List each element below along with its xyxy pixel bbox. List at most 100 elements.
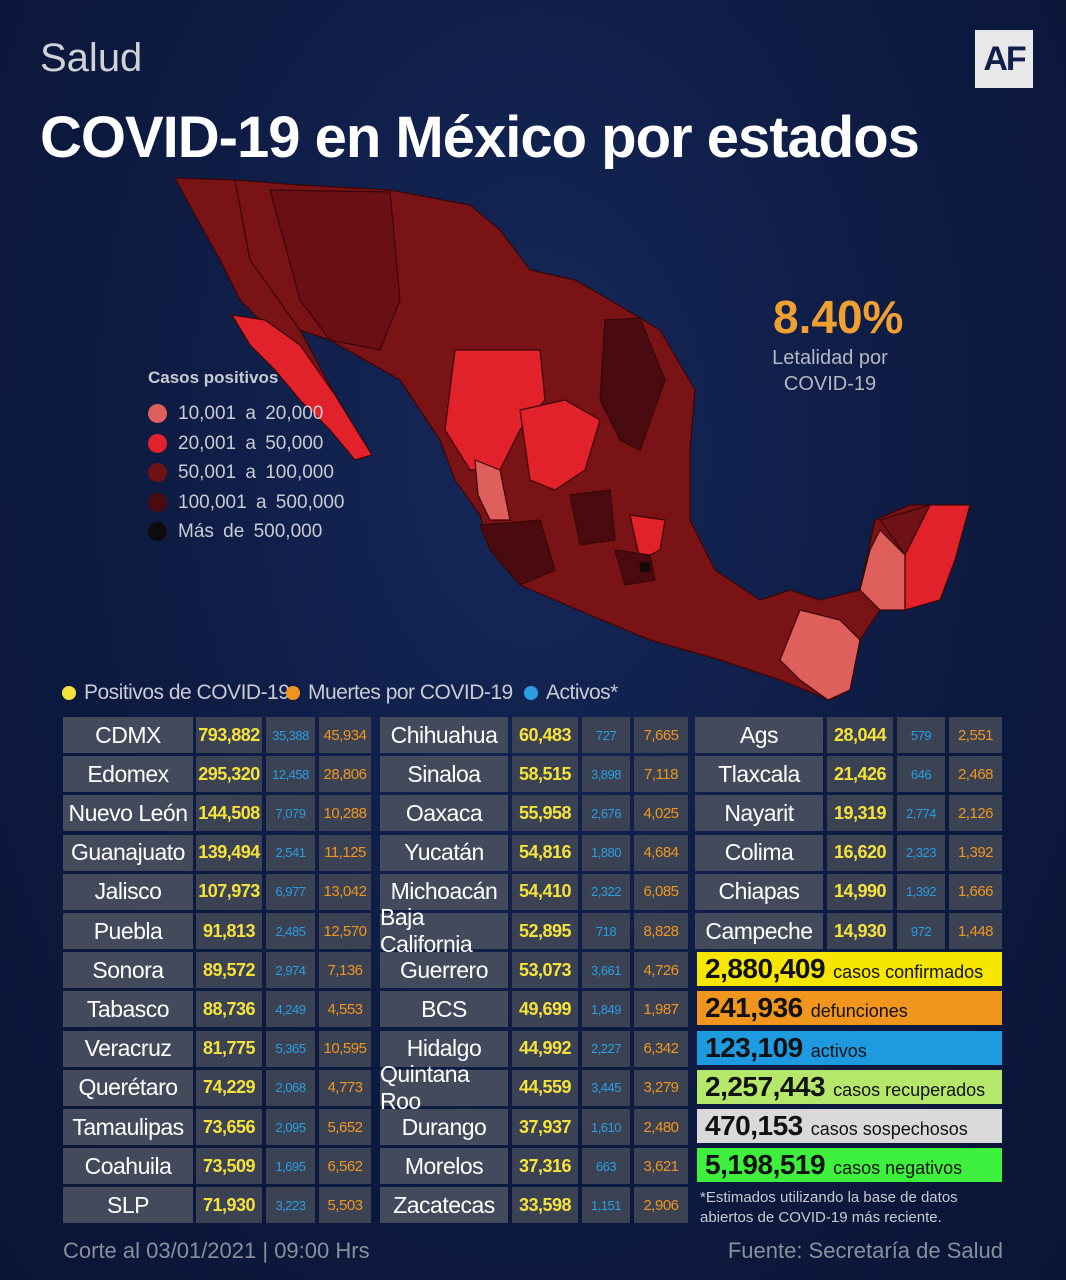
state-name: SLP [63,1187,193,1224]
deaths: 1,987 [634,991,688,1028]
positives: 19,319 [827,795,893,832]
positives: 144,508 [196,795,262,832]
positives: 793,882 [196,717,262,753]
active: 6,977 [266,873,315,910]
summary-label: casos recuperados [833,1079,986,1100]
positives: 73,509 [196,1148,262,1185]
active: 1,695 [266,1148,315,1185]
active: 646 [897,756,945,793]
deaths: 6,562 [319,1148,371,1185]
summary-value: 470,153 [705,1110,803,1141]
positives: 295,320 [196,756,262,793]
region [639,561,651,573]
summary-label: activos [810,1040,867,1061]
state-name: Coahuila [63,1148,193,1185]
active: 727 [582,717,630,753]
active: 7,079 [266,795,315,832]
state-name: Chihuahua [380,717,508,753]
deaths: 7,118 [634,756,688,793]
logo: AF [975,30,1033,88]
positives: 81,775 [196,1030,262,1067]
state-name: Querétaro [63,1069,193,1106]
active: 1,880 [582,834,630,871]
deaths: 8,828 [634,913,688,949]
legend-label: Más de 500,000 [178,521,323,542]
active: 2,322 [582,873,630,910]
state-name: Edomex [63,756,193,793]
deaths: 2,906 [634,1187,688,1224]
deaths: 7,665 [634,717,688,753]
positives: 37,316 [512,1148,578,1185]
footer-source: Fuente: Secretaría de Salud [727,1238,1003,1263]
positives: 16,620 [827,834,893,871]
deaths: 4,025 [634,795,688,832]
legend-swatch [148,404,167,423]
deaths: 4,553 [319,991,371,1028]
state-name: Tamaulipas [63,1109,193,1145]
deaths: 1,666 [949,873,1002,910]
positives: 88,736 [196,991,262,1028]
state-name: Zacatecas [380,1187,508,1224]
state-name: Puebla [63,913,193,949]
deaths: 4,773 [319,1069,371,1106]
deaths: 12,570 [319,913,371,949]
state-name: Hidalgo [380,1030,508,1067]
legend-label: 20,001 a 50,000 [178,432,324,454]
positives: 28,044 [827,717,893,753]
deaths: 2,480 [634,1109,688,1145]
legend-swatch [148,433,167,453]
state-name: Chiapas [695,873,823,910]
legend-label: 50,001 a 100,000 [178,462,334,483]
positives: 52,895 [512,913,578,949]
summary-box: 241,936 defunciones [697,991,1002,1026]
summary-value: 5,198,519 [705,1149,826,1181]
summary-value: 123,109 [705,1031,803,1063]
region [614,549,656,586]
map [173,177,971,701]
positives: 54,410 [512,873,578,910]
summary-label: defunciones [810,1001,908,1022]
summary-box: 470,153 casos sospechosos [697,1109,1002,1143]
deaths: 10,288 [319,795,371,832]
deaths: 4,726 [634,952,688,989]
region [444,349,546,471]
deaths: 5,503 [319,1187,371,1224]
positives: 91,813 [196,913,262,949]
active: 663 [582,1148,630,1185]
deaths: 2,468 [949,756,1002,793]
summary-box: 2,880,409 casos confirmados [697,952,1002,987]
region [779,609,861,701]
state-name: Ags [695,717,823,753]
active: 2,068 [266,1069,315,1106]
active: 2,774 [897,795,945,832]
state-name: CDMX [63,717,193,753]
summary-label: casos negativos [833,1158,963,1179]
active: 3,661 [582,952,630,989]
active: 5,365 [266,1030,315,1067]
summary-value: 241,936 [705,992,803,1024]
deaths: 45,934 [319,717,371,753]
region [474,459,511,521]
active: 2,974 [266,952,315,989]
positives: 37,937 [512,1109,578,1145]
state-name: Veracruz [63,1030,193,1067]
summary-label: casos confirmados [833,962,984,983]
active: 3,898 [582,756,630,793]
deaths: 4,684 [634,834,688,871]
active: 2,227 [582,1030,630,1067]
active: 718 [582,913,630,949]
state-name: Michoacán [380,873,508,910]
lethality-label: Letalidad por COVID-19 [772,347,888,395]
positives: 21,426 [827,756,893,793]
active: 2,676 [582,795,630,832]
positives: 14,990 [827,873,893,910]
key-label: Activos* [546,681,618,704]
legend-label: 10,001 a 20,000 [178,403,324,424]
lethality-value: 8.40% [773,291,904,343]
map-legend-title: Casos positivos [148,368,279,387]
deaths: 5,652 [319,1109,371,1145]
summary-box: 2,257,443 casos recuperados [697,1069,1002,1104]
state-name: Nuevo León [63,795,193,832]
active: 579 [897,717,945,753]
